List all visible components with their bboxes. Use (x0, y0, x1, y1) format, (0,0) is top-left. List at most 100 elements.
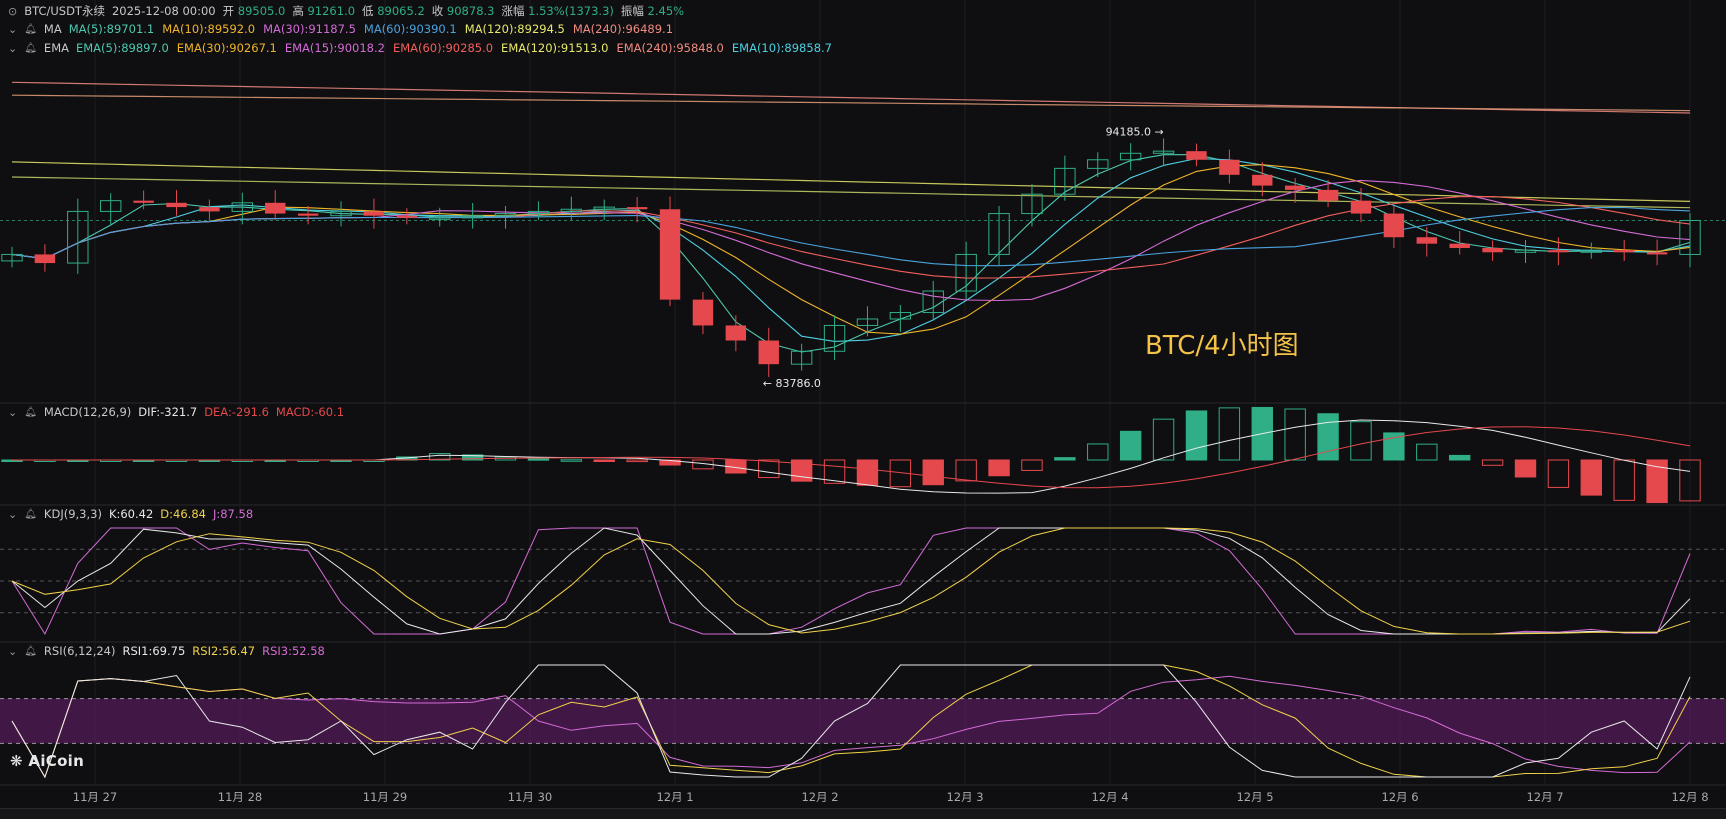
candle-body (1021, 193, 1043, 215)
candle-body (790, 350, 813, 365)
candle-body (494, 213, 517, 217)
header-legend: ⊙ BTC/USDT永续 2025-12-08 00:00 开 89505.0 … (8, 3, 684, 19)
ema120-line (11, 161, 1691, 202)
candle-body (1548, 250, 1569, 253)
macd-bar (560, 459, 583, 462)
datetime-label: 2025-12-08 00:00 (111, 4, 216, 18)
candle-body (725, 325, 747, 341)
kdj-k-line (11, 527, 1691, 635)
chevron-down-icon[interactable]: ⌄ (8, 405, 18, 419)
macd-dif: DIF:-321.7 (138, 405, 198, 419)
ma-legend: ⌄ 🔔︎ MA MA(5):89701.1 MA(10):89592.0 MA(30… (8, 22, 673, 36)
ma240-line (11, 94, 1691, 112)
macd-bar (1679, 459, 1701, 502)
ema-legend-item: EMA(30):90267.1 (176, 41, 277, 55)
candle-body (659, 209, 681, 300)
candle-body (100, 200, 122, 212)
rsi2-line (11, 664, 1691, 779)
macd-bar (856, 459, 879, 486)
change-label: 涨幅 1.53%(1373.3) (501, 4, 614, 18)
candle-body (231, 202, 254, 212)
candle-body (1317, 189, 1339, 201)
candle-body (1284, 185, 1306, 190)
candle-body (758, 340, 779, 365)
x-tick-label: 11月 29 (363, 790, 407, 804)
ma-legend-item: MA(120):89294.5 (464, 22, 565, 36)
bell-icon[interactable]: 🔔︎ (24, 508, 37, 520)
collapse-chevron-icon[interactable]: ⊙ (8, 4, 18, 18)
macd-bar (626, 459, 648, 463)
macd-bar (1152, 418, 1175, 461)
candle-body (1087, 159, 1109, 169)
x-tick-label: 12月 5 (1236, 790, 1273, 804)
ma60-line (11, 206, 1691, 267)
macd-bar (593, 459, 615, 462)
chevron-down-icon[interactable]: ⌄ (8, 22, 18, 36)
ma10-line (11, 164, 1691, 335)
rsi-legend: ⌄ 🔔︎ RSI(6,12,24) RSI1:69.75 RSI2:56.47 … (8, 644, 325, 658)
low-label: 低 89065.2 (362, 4, 425, 18)
close-label: 收 90878.3 (431, 4, 495, 18)
bell-icon[interactable]: 🔔︎ (24, 406, 37, 418)
candle-body (199, 207, 220, 212)
ma-legend-item: MA(30):91187.5 (263, 22, 356, 36)
candle-body (429, 217, 451, 220)
chevron-down-icon[interactable]: ⌄ (8, 41, 18, 55)
x-tick-label: 12月 1 (656, 790, 693, 804)
logo-icon: ❋ (10, 752, 23, 770)
ema-legend: ⌄ 🔔︎ EMA EMA(5):89897.0 EMA(30):90267.1 EM… (8, 41, 832, 55)
candle-body (1119, 152, 1142, 161)
open-label: 开 89505.0 (222, 4, 286, 18)
amp-label: 振幅 2.45% (620, 4, 685, 18)
candle-body (330, 210, 352, 217)
macd-bar (1613, 459, 1635, 501)
rsi3: RSI3:52.58 (262, 644, 325, 658)
chevron-down-icon[interactable]: ⌄ (8, 644, 18, 658)
candle-body (1219, 159, 1240, 175)
candle-body (1613, 250, 1635, 253)
candle-body (1152, 150, 1175, 154)
x-tick-label: 11月 30 (508, 790, 552, 804)
ma-legend-item: MA(5):89701.1 (68, 22, 155, 36)
ma-legend-item: MA(10):89592.0 (162, 22, 256, 36)
candle-body (297, 213, 319, 216)
macd-bar (461, 454, 484, 461)
candle-body (396, 215, 418, 218)
x-tick-label: 11月 27 (73, 790, 117, 804)
candle-body (166, 202, 187, 208)
candle-body (67, 210, 89, 264)
macd-bar (1087, 443, 1109, 461)
macd-bar (1383, 432, 1405, 461)
x-tick-label: 12月 6 (1381, 790, 1418, 804)
high-label: 高 91261.0 (292, 4, 356, 18)
bell-icon[interactable]: 🔔︎ (24, 42, 37, 54)
macd-bar (1218, 407, 1241, 461)
bell-icon[interactable]: 🔔︎ (24, 645, 37, 657)
candle-body (1186, 151, 1207, 160)
macd-bar (988, 459, 1010, 477)
macd-bar (1481, 459, 1504, 466)
candle-body (955, 253, 977, 292)
bell-icon[interactable]: 🔔︎ (24, 23, 37, 35)
rsi1-line (11, 664, 1691, 779)
kdj-d-line (11, 527, 1691, 635)
macd-bar (1350, 421, 1372, 461)
candle-body (1514, 249, 1537, 253)
kdj-k: K:60.42 (108, 507, 154, 521)
macd-bar (955, 459, 977, 482)
candle-body (889, 312, 912, 320)
macd-bar (1547, 459, 1570, 488)
bottom-toolbar[interactable] (0, 808, 1726, 819)
ma-legend-item: MA(60):90390.1 (363, 22, 457, 36)
chevron-down-icon[interactable]: ⌄ (8, 507, 18, 521)
rsi3-line (11, 675, 1691, 779)
macd-bar (823, 459, 846, 484)
candle-body (922, 290, 944, 314)
candle-body (1, 253, 23, 262)
candle-body (1580, 249, 1602, 253)
candle-body (1383, 213, 1405, 238)
macd-bar (1119, 430, 1142, 461)
macd-bar (1185, 410, 1208, 461)
